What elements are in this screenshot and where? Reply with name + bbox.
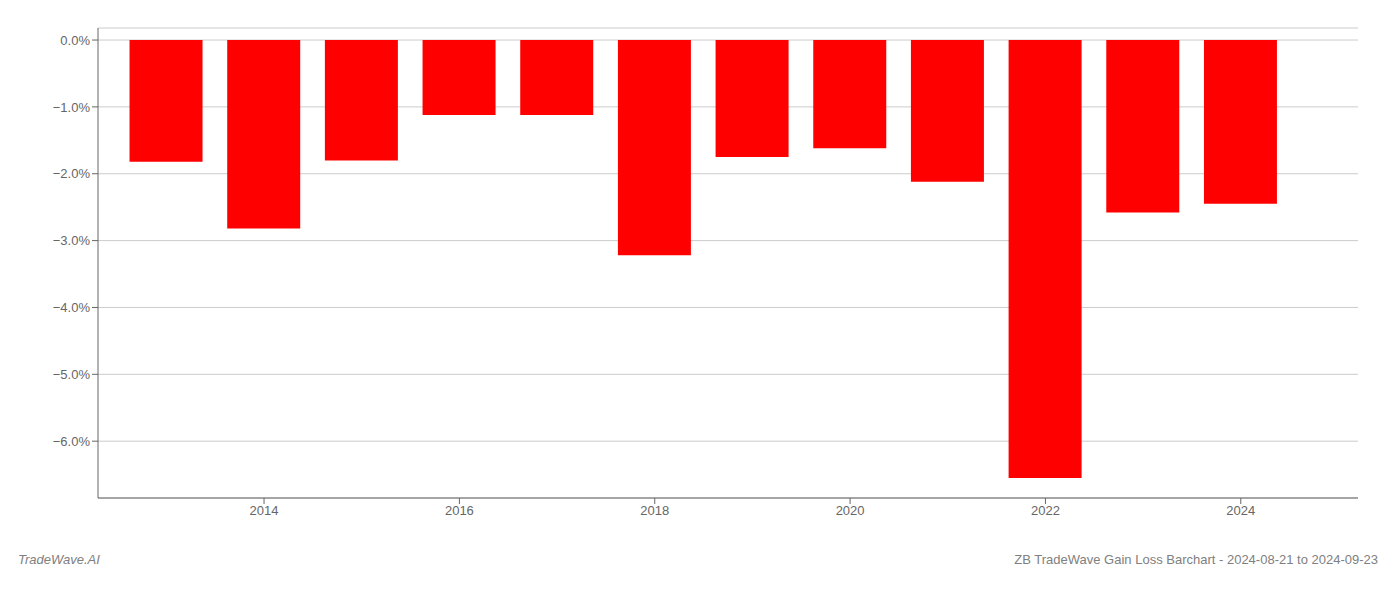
svg-text:2024: 2024: [1226, 503, 1255, 518]
svg-text:−1.0%: −1.0%: [53, 100, 91, 115]
svg-text:2022: 2022: [1031, 503, 1060, 518]
svg-text:2018: 2018: [640, 503, 669, 518]
svg-text:−4.0%: −4.0%: [53, 300, 91, 315]
svg-text:2016: 2016: [445, 503, 474, 518]
svg-text:2014: 2014: [250, 503, 279, 518]
html-text:ZB TradeWave Gain Loss Barchar: ZB TradeWave Gain Loss Barchart - 2024-0…: [1014, 552, 1378, 567]
html-text:TradeWave.AI: TradeWave.AI: [18, 552, 100, 567]
svg-text:0.0%: 0.0%: [60, 33, 90, 48]
svg-text:−2.0%: −2.0%: [53, 166, 91, 181]
svg-text:−6.0%: −6.0%: [53, 434, 91, 449]
svg-text:2020: 2020: [836, 503, 865, 518]
svg-text:−3.0%: −3.0%: [53, 233, 91, 248]
svg-text:−5.0%: −5.0%: [53, 367, 91, 382]
